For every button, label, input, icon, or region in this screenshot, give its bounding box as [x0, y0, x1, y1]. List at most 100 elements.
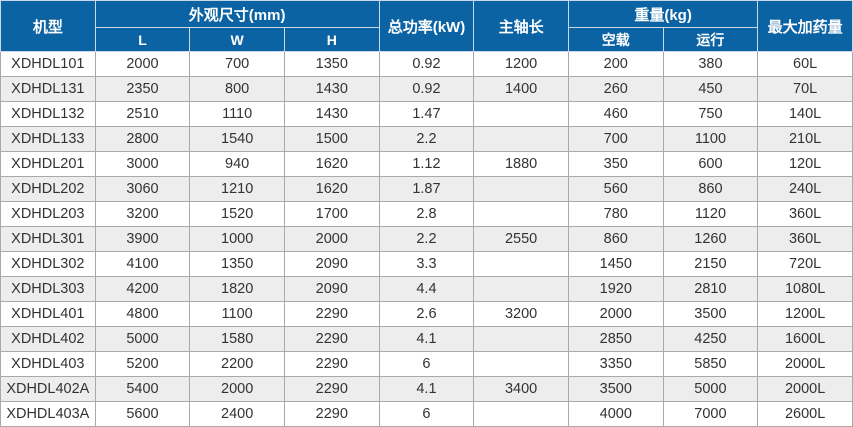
cell-power: 3.3 — [378, 251, 475, 277]
cell-model: XDHDL302 — [0, 251, 96, 277]
cell-weight-empty: 460 — [567, 101, 664, 127]
table-row: XDHDL403 5200 2200 2290 6 3350 5850 2000L — [0, 351, 853, 377]
cell-max-load: 1600L — [757, 326, 853, 352]
cell-width: 1580 — [189, 326, 285, 352]
cell-power: 0.92 — [378, 76, 475, 102]
cell-max-load: 360L — [757, 201, 853, 227]
cell-width: 2400 — [189, 401, 285, 427]
cell-weight-empty: 2000 — [567, 301, 664, 327]
cell-max-load: 70L — [757, 76, 853, 102]
cell-model: XDHDL202 — [0, 176, 96, 202]
cell-power: 6 — [378, 401, 475, 427]
table-row: XDHDL301 3900 1000 2000 2.2 2550 860 1260 360L — [0, 226, 853, 252]
cell-weight-running: 4250 — [662, 326, 759, 352]
cell-weight-running: 450 — [662, 76, 759, 102]
header-power: 总功率(kW) — [378, 0, 475, 52]
cell-length: 2000 — [94, 51, 191, 77]
cell-max-load: 1200L — [757, 301, 853, 327]
cell-weight-running: 750 — [662, 101, 759, 127]
cell-model: XDHDL133 — [0, 126, 96, 152]
table-row: XDHDL203 3200 1520 1700 2.8 780 1120 360L — [0, 201, 853, 227]
header-weight: 重量(kg) — [567, 0, 759, 28]
cell-spindle — [473, 201, 569, 227]
cell-weight-running: 600 — [662, 151, 759, 177]
cell-length: 5400 — [94, 376, 191, 402]
cell-weight-running: 2150 — [662, 251, 759, 277]
cell-model: XDHDL402 — [0, 326, 96, 352]
cell-max-load: 2600L — [757, 401, 853, 427]
table-row: XDHDL101 2000 700 1350 0.92 1200 200 380 60L — [0, 51, 853, 77]
cell-weight-empty: 1920 — [567, 276, 664, 302]
cell-model: XDHDL403 — [0, 351, 96, 377]
cell-height: 2000 — [283, 226, 380, 252]
cell-model: XDHDL101 — [0, 51, 96, 77]
cell-height: 1430 — [283, 101, 380, 127]
cell-weight-running: 1120 — [662, 201, 759, 227]
cell-power: 2.2 — [378, 226, 475, 252]
cell-length: 5600 — [94, 401, 191, 427]
cell-spindle — [473, 276, 569, 302]
cell-weight-running: 1100 — [662, 126, 759, 152]
table-row: XDHDL302 4100 1350 2090 3.3 1450 2150 720L — [0, 251, 853, 277]
table-row: XDHDL133 2800 1540 1500 2.2 700 1100 210L — [0, 126, 853, 152]
header-model: 机型 — [0, 0, 96, 52]
cell-weight-empty: 860 — [567, 226, 664, 252]
cell-width: 1100 — [189, 301, 285, 327]
header-H: H — [283, 27, 380, 52]
cell-length: 5200 — [94, 351, 191, 377]
cell-weight-empty: 3500 — [567, 376, 664, 402]
cell-weight-empty: 700 — [567, 126, 664, 152]
cell-max-load: 120L — [757, 151, 853, 177]
cell-spindle — [473, 101, 569, 127]
header-spindle: 主轴长 — [473, 0, 569, 52]
cell-spindle — [473, 351, 569, 377]
cell-power: 4.1 — [378, 376, 475, 402]
header-L: L — [94, 27, 191, 52]
cell-max-load: 360L — [757, 226, 853, 252]
cell-spindle — [473, 251, 569, 277]
cell-height: 2290 — [283, 351, 380, 377]
cell-length: 4800 — [94, 301, 191, 327]
cell-spindle: 3200 — [473, 301, 569, 327]
cell-model: XDHDL303 — [0, 276, 96, 302]
cell-weight-empty: 1450 — [567, 251, 664, 277]
cell-weight-running: 380 — [662, 51, 759, 77]
cell-power: 0.92 — [378, 51, 475, 77]
cell-height: 1500 — [283, 126, 380, 152]
cell-model: XDHDL131 — [0, 76, 96, 102]
cell-width: 940 — [189, 151, 285, 177]
table-row: XDHDL403A 5600 2400 2290 6 4000 7000 2600L — [0, 401, 853, 427]
cell-length: 3000 — [94, 151, 191, 177]
table-row: XDHDL202 3060 1210 1620 1.87 560 860 240L — [0, 176, 853, 202]
cell-spindle — [473, 126, 569, 152]
cell-power: 6 — [378, 351, 475, 377]
cell-weight-running: 1260 — [662, 226, 759, 252]
header-W: W — [189, 27, 285, 52]
cell-length: 2350 — [94, 76, 191, 102]
cell-max-load: 720L — [757, 251, 853, 277]
cell-length: 2510 — [94, 101, 191, 127]
cell-width: 1210 — [189, 176, 285, 202]
cell-model: XDHDL402A — [0, 376, 96, 402]
cell-max-load: 140L — [757, 101, 853, 127]
cell-height: 1430 — [283, 76, 380, 102]
cell-length: 3900 — [94, 226, 191, 252]
cell-spindle: 2550 — [473, 226, 569, 252]
table-row: XDHDL402A 5400 2000 2290 4.1 3400 3500 5000 2000… — [0, 376, 853, 402]
cell-spindle: 1400 — [473, 76, 569, 102]
cell-weight-empty: 2850 — [567, 326, 664, 352]
header-dimensions: 外观尺寸(mm) — [94, 0, 380, 28]
cell-spindle: 3400 — [473, 376, 569, 402]
cell-spindle — [473, 176, 569, 202]
cell-max-load: 1080L — [757, 276, 853, 302]
cell-weight-empty: 200 — [567, 51, 664, 77]
cell-width: 1540 — [189, 126, 285, 152]
cell-weight-running: 2810 — [662, 276, 759, 302]
cell-max-load: 60L — [757, 51, 853, 77]
cell-max-load: 240L — [757, 176, 853, 202]
cell-height: 2290 — [283, 326, 380, 352]
cell-height: 1620 — [283, 151, 380, 177]
cell-spindle — [473, 401, 569, 427]
cell-spindle — [473, 326, 569, 352]
